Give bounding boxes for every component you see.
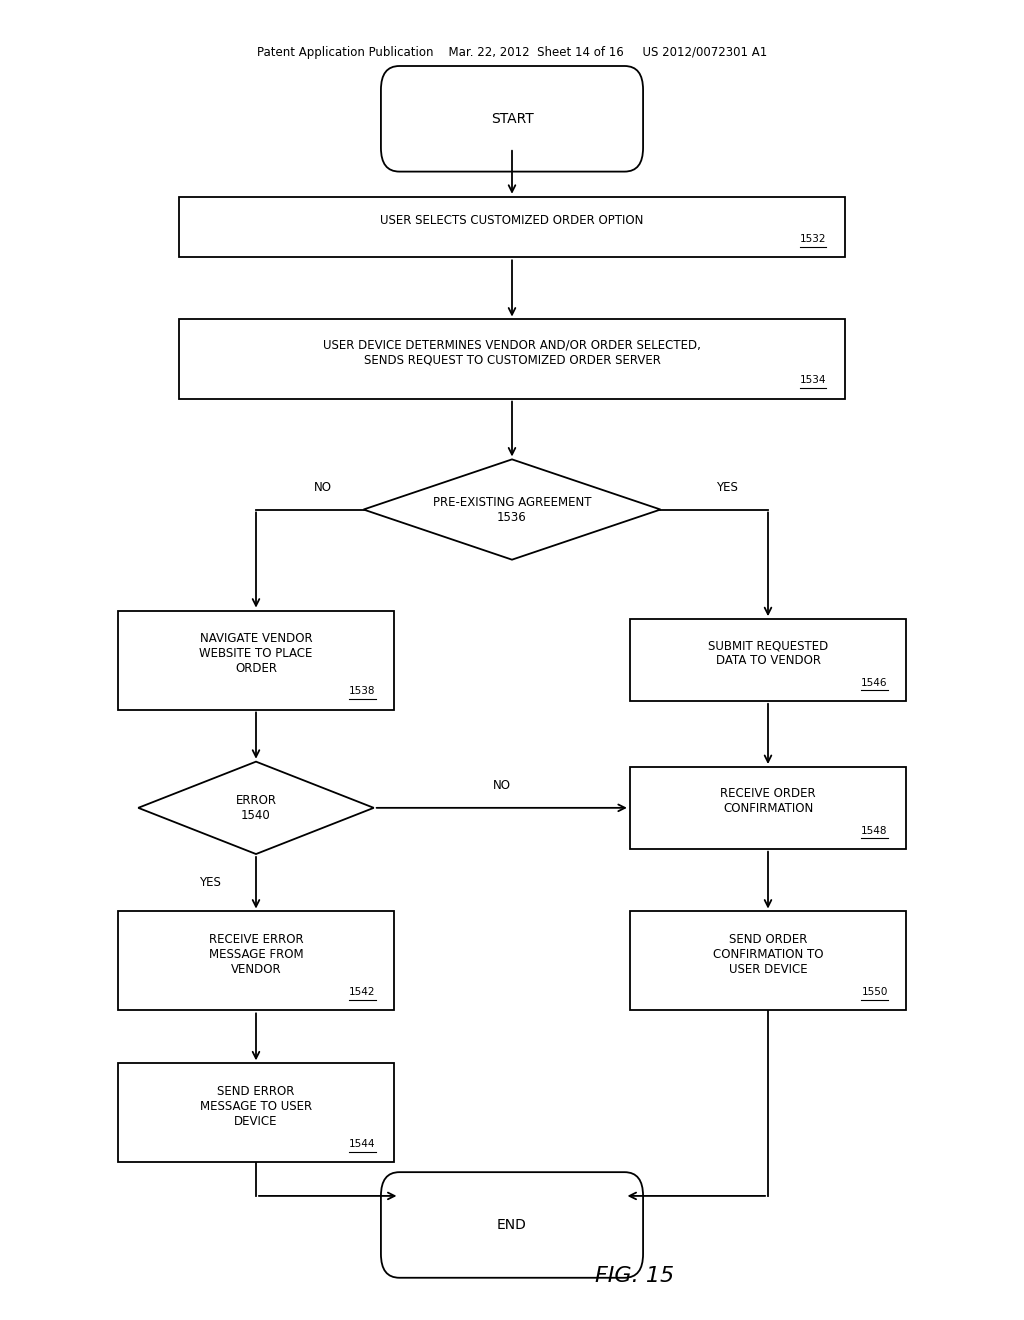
Text: 1550: 1550 — [861, 987, 888, 998]
Text: YES: YES — [199, 876, 221, 890]
Polygon shape — [364, 459, 660, 560]
Text: ERROR
1540: ERROR 1540 — [236, 793, 276, 822]
Text: START: START — [490, 112, 534, 125]
Polygon shape — [138, 762, 374, 854]
Text: NAVIGATE VENDOR
WEBSITE TO PLACE
ORDER: NAVIGATE VENDOR WEBSITE TO PLACE ORDER — [200, 632, 312, 675]
Text: END: END — [497, 1218, 527, 1232]
Bar — [630, 911, 906, 1011]
Bar — [118, 1064, 394, 1163]
Text: RECEIVE ORDER
CONFIRMATION: RECEIVE ORDER CONFIRMATION — [720, 787, 816, 816]
Text: SEND ERROR
MESSAGE TO USER
DEVICE: SEND ERROR MESSAGE TO USER DEVICE — [200, 1085, 312, 1127]
Text: SEND ORDER
CONFIRMATION TO
USER DEVICE: SEND ORDER CONFIRMATION TO USER DEVICE — [713, 933, 823, 975]
Text: 1538: 1538 — [349, 686, 376, 697]
Bar — [179, 319, 845, 399]
Text: NO: NO — [493, 779, 511, 792]
FancyBboxPatch shape — [381, 66, 643, 172]
Text: 1534: 1534 — [800, 375, 826, 385]
Bar — [630, 767, 906, 849]
Bar — [630, 619, 906, 701]
Text: 1542: 1542 — [349, 987, 376, 998]
Text: USER SELECTS CUSTOMIZED ORDER OPTION: USER SELECTS CUSTOMIZED ORDER OPTION — [380, 214, 644, 227]
Text: USER DEVICE DETERMINES VENDOR AND/OR ORDER SELECTED,
SENDS REQUEST TO CUSTOMIZED: USER DEVICE DETERMINES VENDOR AND/OR ORD… — [323, 338, 701, 367]
Text: 1546: 1546 — [861, 677, 888, 688]
Bar — [118, 911, 394, 1011]
Text: 1544: 1544 — [349, 1139, 376, 1148]
Text: 1548: 1548 — [861, 825, 888, 836]
Bar — [179, 197, 845, 257]
Text: FIG. 15: FIG. 15 — [595, 1266, 675, 1287]
Text: 1532: 1532 — [800, 234, 826, 244]
Text: PRE-EXISTING AGREEMENT
1536: PRE-EXISTING AGREEMENT 1536 — [433, 495, 591, 524]
Text: YES: YES — [716, 480, 738, 494]
Text: RECEIVE ERROR
MESSAGE FROM
VENDOR: RECEIVE ERROR MESSAGE FROM VENDOR — [209, 933, 303, 975]
Bar — [118, 610, 394, 710]
FancyBboxPatch shape — [381, 1172, 643, 1278]
Text: SUBMIT REQUESTED
DATA TO VENDOR: SUBMIT REQUESTED DATA TO VENDOR — [708, 639, 828, 668]
Text: NO: NO — [313, 480, 332, 494]
Text: Patent Application Publication    Mar. 22, 2012  Sheet 14 of 16     US 2012/0072: Patent Application Publication Mar. 22, … — [257, 46, 767, 59]
